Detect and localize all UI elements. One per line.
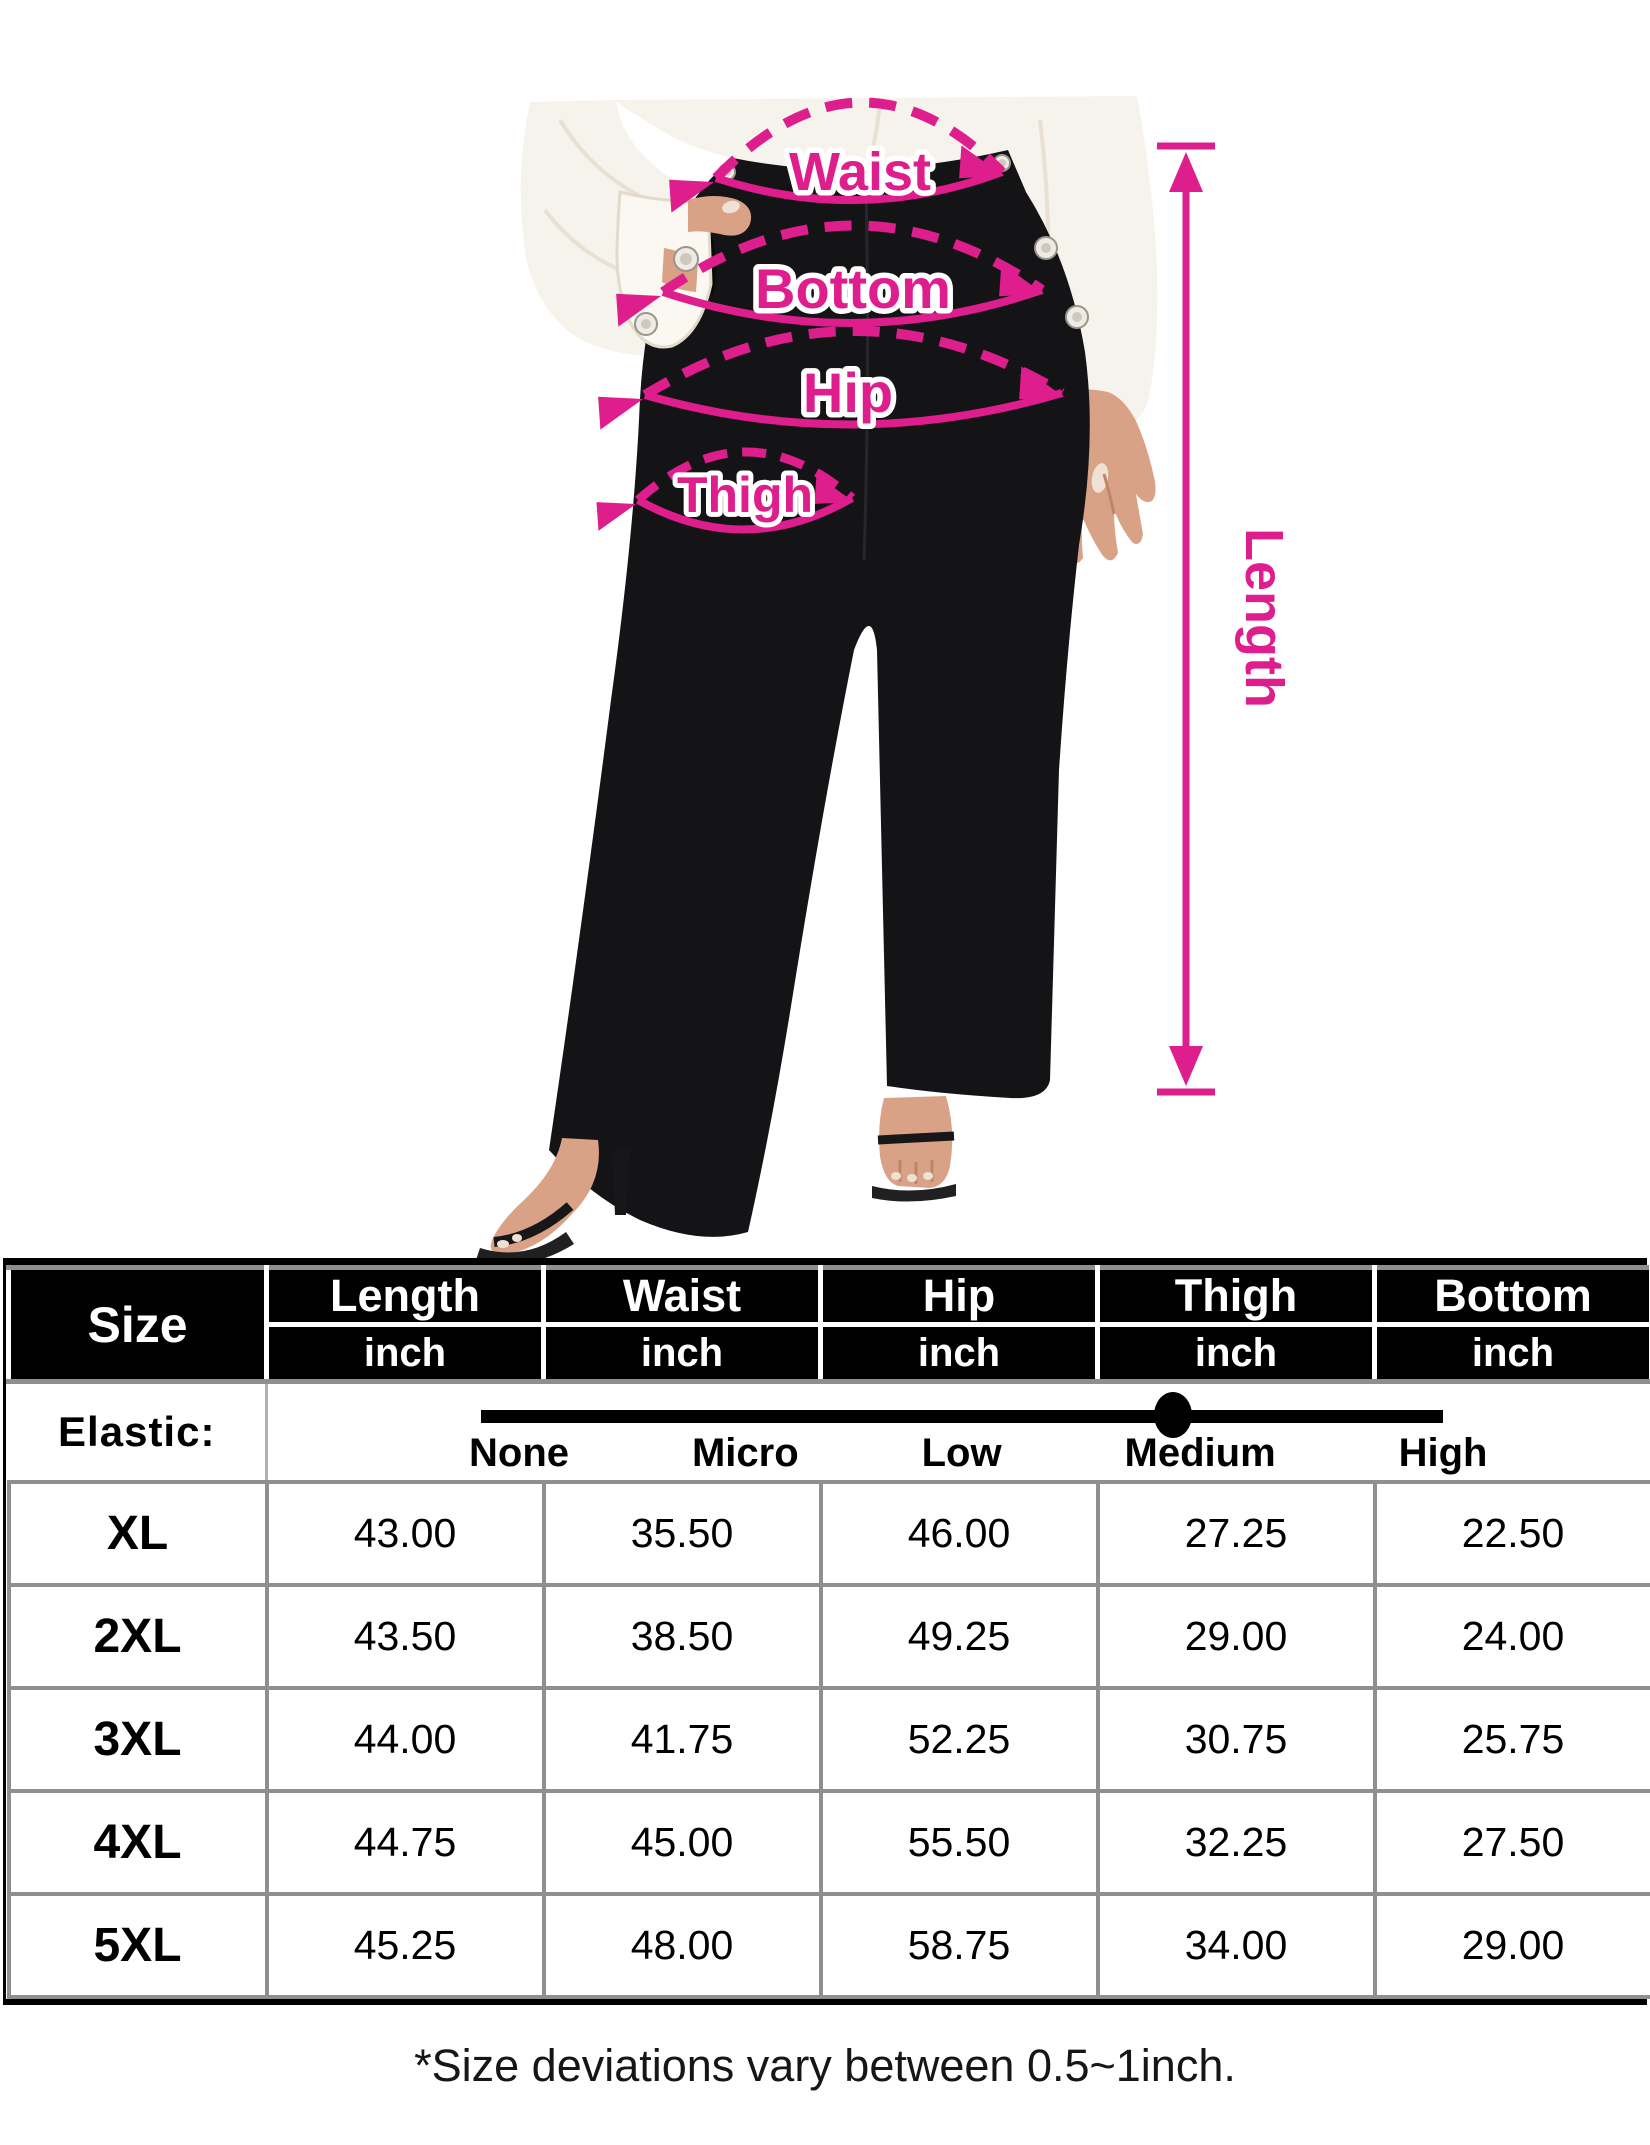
value-cell: 41.75 bbox=[541, 1686, 823, 1793]
elastic-slider-handle bbox=[1154, 1392, 1192, 1438]
value-cell: 52.25 bbox=[818, 1686, 1100, 1793]
value-cell: 30.75 bbox=[1095, 1686, 1377, 1793]
value-cell: 55.50 bbox=[818, 1789, 1100, 1896]
elastic-level-labels: None Micro Low Medium High bbox=[469, 1431, 1488, 1476]
elastic-level-high: High bbox=[1398, 1431, 1488, 1475]
size-table-frame: Elastic: None Micro Low Medium High bbox=[3, 1258, 1650, 2005]
value-cell: 43.00 bbox=[264, 1480, 546, 1587]
model-figure-svg: Waist Bottom Hip bbox=[476, 96, 1294, 1258]
product-photo: Waist Bottom Hip bbox=[476, 96, 1294, 1258]
col-header-thigh: Thigh bbox=[1095, 1265, 1377, 1327]
value-cell: 38.50 bbox=[541, 1583, 823, 1690]
unit-waist: inch bbox=[541, 1322, 823, 1384]
size-cell: 3XL bbox=[6, 1686, 269, 1793]
elastic-label-cell: Elastic: bbox=[8, 1381, 268, 1482]
value-cell: 58.75 bbox=[818, 1892, 1100, 1999]
value-cell: 44.75 bbox=[264, 1789, 546, 1896]
thigh-annotation: Thigh bbox=[596, 447, 855, 534]
col-header-waist: Waist bbox=[541, 1265, 823, 1327]
hip-annotation: Hip bbox=[598, 326, 1065, 430]
table-row-xl: XL 43.00 35.50 46.00 27.25 22.50 bbox=[6, 1480, 1650, 1587]
value-cell: 35.50 bbox=[541, 1480, 823, 1587]
table-row-2xl: 2XL 43.50 38.50 49.25 29.00 24.00 bbox=[6, 1583, 1650, 1690]
size-cell: 2XL bbox=[6, 1583, 269, 1690]
unit-length: inch bbox=[264, 1322, 546, 1384]
right-foot-sandal bbox=[872, 1096, 956, 1202]
value-cell: 34.00 bbox=[1095, 1892, 1377, 1999]
waist-label: Waist bbox=[789, 142, 931, 202]
value-cell: 22.50 bbox=[1372, 1480, 1650, 1587]
size-deviation-footnote: *Size deviations vary between 0.5~1inch. bbox=[414, 2040, 1236, 2091]
size-cell: 5XL bbox=[6, 1892, 269, 1999]
value-cell: 46.00 bbox=[818, 1480, 1100, 1587]
col-header-bottom: Bottom bbox=[1372, 1265, 1650, 1327]
table-row-5xl: 5XL 45.25 48.00 58.75 34.00 29.00 bbox=[6, 1892, 1650, 1999]
elastic-level-none: None bbox=[469, 1431, 569, 1475]
thigh-label: Thigh bbox=[677, 467, 813, 523]
elastic-label: Elastic: bbox=[58, 1408, 216, 1455]
header-row-units: inch inch inch inch inch bbox=[9, 1322, 1650, 1384]
bottom-annotation: Bottom bbox=[616, 220, 1045, 327]
value-cell: 27.25 bbox=[1095, 1480, 1377, 1587]
measurement-annotations: Waist Bottom Hip bbox=[596, 97, 1294, 1096]
value-cell: 43.50 bbox=[264, 1583, 546, 1690]
value-cell: 32.25 bbox=[1095, 1789, 1377, 1896]
length-annotation: Length bbox=[1157, 142, 1294, 1096]
value-cell: 29.00 bbox=[1095, 1583, 1377, 1690]
size-corner-header: Size bbox=[6, 1265, 269, 1384]
unit-thigh: inch bbox=[1095, 1322, 1377, 1384]
value-cell: 44.00 bbox=[264, 1686, 546, 1793]
elastic-row: Elastic: None Micro Low Medium High bbox=[8, 1381, 1650, 1482]
value-cell: 49.25 bbox=[818, 1583, 1100, 1690]
elastic-level-low: Low bbox=[921, 1431, 1002, 1475]
left-foot-sandal bbox=[476, 1138, 630, 1258]
table-row-4xl: 4XL 44.75 45.00 55.50 32.25 27.50 bbox=[6, 1789, 1650, 1896]
value-cell: 25.75 bbox=[1372, 1686, 1650, 1793]
value-cell: 45.00 bbox=[541, 1789, 823, 1896]
col-header-hip: Hip bbox=[818, 1265, 1100, 1327]
unit-hip: inch bbox=[818, 1322, 1100, 1384]
value-cell: 29.00 bbox=[1372, 1892, 1650, 1999]
size-cell: 4XL bbox=[6, 1789, 269, 1896]
elastic-slider-bar bbox=[481, 1410, 1443, 1423]
waist-annotation: Waist bbox=[669, 97, 1006, 213]
header-row-measures: Size Length Waist Hip Thigh Bottom bbox=[6, 1265, 1650, 1384]
size-table: Elastic: None Micro Low Medium High bbox=[6, 1265, 1650, 1999]
value-cell: 27.50 bbox=[1372, 1789, 1650, 1896]
value-cell: 48.00 bbox=[541, 1892, 823, 1999]
value-cell: 24.00 bbox=[1372, 1583, 1650, 1690]
hip-label: Hip bbox=[803, 361, 893, 424]
bottom-label: Bottom bbox=[755, 257, 951, 320]
elastic-level-medium: Medium bbox=[1124, 1431, 1276, 1475]
elastic-slider: None Micro Low Medium High bbox=[268, 1384, 1650, 1480]
size-cell: XL bbox=[6, 1480, 269, 1587]
value-cell: 45.25 bbox=[264, 1892, 546, 1999]
unit-bottom: inch bbox=[1372, 1322, 1650, 1384]
col-header-length: Length bbox=[264, 1265, 546, 1327]
elastic-level-micro: Micro bbox=[691, 1431, 799, 1475]
length-label: Length bbox=[1234, 528, 1294, 708]
table-row-3xl: 3XL 44.00 41.75 52.25 30.75 25.75 bbox=[6, 1686, 1650, 1793]
elastic-slider-cell: None Micro Low Medium High bbox=[266, 1381, 1650, 1482]
